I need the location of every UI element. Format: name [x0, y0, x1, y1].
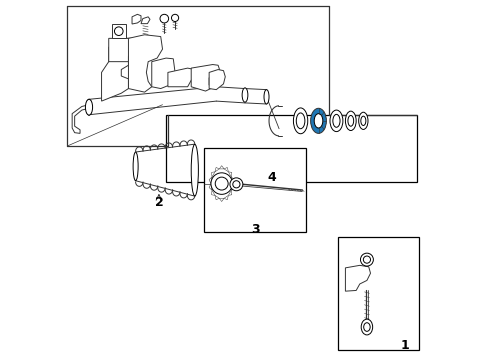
Polygon shape [220, 166, 224, 169]
Polygon shape [212, 190, 215, 195]
Polygon shape [215, 195, 220, 200]
Ellipse shape [294, 108, 308, 134]
Polygon shape [209, 177, 212, 184]
Ellipse shape [311, 108, 326, 134]
Circle shape [211, 173, 232, 194]
Polygon shape [224, 167, 228, 172]
Polygon shape [209, 184, 212, 190]
Ellipse shape [86, 99, 92, 115]
Polygon shape [231, 184, 234, 190]
Ellipse shape [345, 111, 356, 131]
Ellipse shape [85, 99, 93, 115]
Circle shape [361, 253, 373, 266]
Polygon shape [109, 39, 139, 62]
Circle shape [172, 14, 179, 22]
Polygon shape [112, 24, 126, 39]
Text: 3: 3 [251, 222, 260, 236]
Polygon shape [228, 172, 232, 177]
Polygon shape [128, 35, 163, 92]
Polygon shape [224, 195, 228, 200]
Ellipse shape [364, 323, 370, 331]
Polygon shape [152, 58, 175, 89]
Ellipse shape [264, 90, 269, 104]
Circle shape [215, 177, 228, 190]
Polygon shape [228, 190, 232, 195]
Text: 1: 1 [400, 339, 409, 352]
Polygon shape [212, 172, 215, 177]
Polygon shape [191, 64, 220, 91]
Text: 4: 4 [268, 171, 276, 184]
Ellipse shape [361, 319, 373, 335]
Circle shape [230, 178, 243, 191]
Polygon shape [209, 69, 225, 90]
Polygon shape [215, 167, 220, 172]
Circle shape [364, 256, 370, 263]
Ellipse shape [296, 113, 305, 129]
Ellipse shape [348, 116, 354, 126]
Polygon shape [72, 105, 89, 134]
Polygon shape [132, 14, 141, 24]
Ellipse shape [359, 112, 368, 130]
Circle shape [160, 14, 169, 23]
Polygon shape [345, 265, 370, 291]
Ellipse shape [191, 144, 198, 196]
Bar [166, 116, 417, 182]
Ellipse shape [333, 114, 340, 127]
Ellipse shape [314, 114, 323, 128]
Polygon shape [101, 39, 139, 101]
Polygon shape [231, 177, 234, 184]
Ellipse shape [133, 152, 138, 181]
Text: 2: 2 [154, 196, 163, 209]
Polygon shape [220, 198, 224, 202]
Ellipse shape [330, 110, 343, 132]
Polygon shape [168, 68, 196, 87]
Bar [204, 148, 306, 232]
Ellipse shape [242, 88, 248, 102]
Bar [338, 237, 419, 350]
Circle shape [233, 181, 240, 188]
Ellipse shape [361, 116, 366, 126]
Polygon shape [141, 17, 150, 24]
Ellipse shape [115, 27, 123, 36]
